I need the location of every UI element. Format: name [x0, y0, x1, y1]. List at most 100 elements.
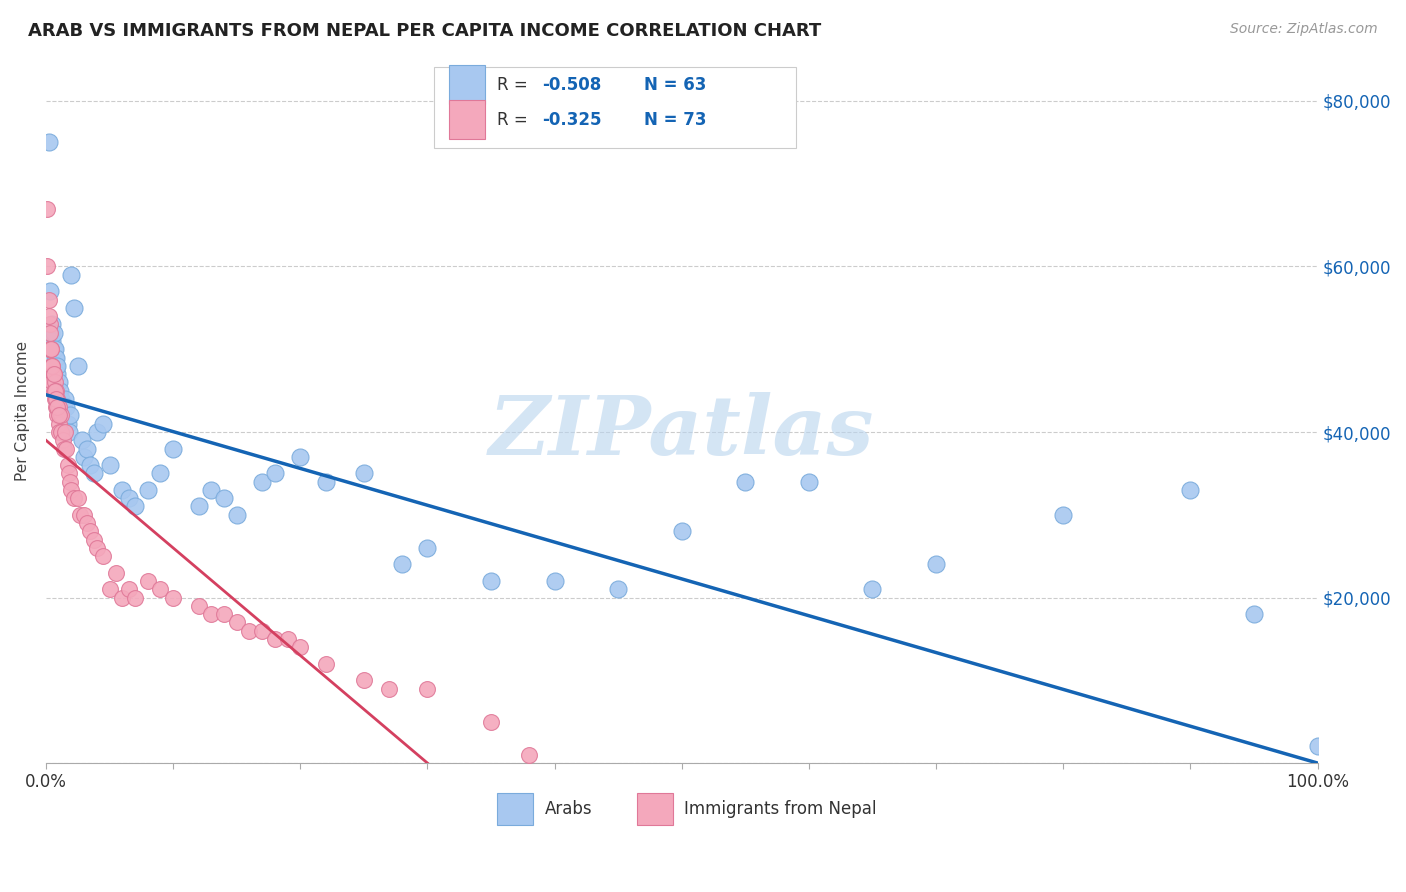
Text: ARAB VS IMMIGRANTS FROM NEPAL PER CAPITA INCOME CORRELATION CHART: ARAB VS IMMIGRANTS FROM NEPAL PER CAPITA…: [28, 22, 821, 40]
Point: [38, 309, 60, 323]
Point: [225, 508, 247, 522]
Point: [63, 301, 86, 315]
Text: R =: R =: [498, 76, 533, 94]
Point: [51, 425, 73, 439]
Point: [38, 326, 60, 340]
Point: [58, 425, 80, 439]
Point: [290, 640, 312, 655]
Point: [56, 417, 79, 431]
Point: [51, 409, 73, 423]
Point: [1180, 483, 1202, 497]
Point: [79, 524, 101, 539]
Point: [52, 442, 75, 456]
Text: N = 73: N = 73: [644, 111, 706, 128]
Point: [238, 624, 260, 638]
Point: [44, 384, 66, 398]
Point: [162, 591, 184, 605]
Point: [277, 632, 299, 646]
Point: [200, 483, 222, 497]
Point: [187, 599, 209, 613]
Point: [41, 376, 63, 390]
Point: [70, 434, 93, 448]
Point: [48, 409, 70, 423]
Point: [37, 260, 59, 274]
Point: [51, 400, 73, 414]
Point: [46, 359, 69, 373]
Point: [38, 343, 60, 357]
Point: [479, 714, 502, 729]
Point: [149, 467, 172, 481]
Point: [66, 359, 89, 373]
Text: Arabs: Arabs: [544, 800, 592, 818]
Point: [41, 367, 63, 381]
Point: [212, 491, 235, 506]
Point: [734, 475, 756, 489]
Point: [315, 657, 337, 671]
Point: [86, 425, 108, 439]
Point: [76, 516, 98, 530]
Point: [149, 582, 172, 597]
Point: [111, 483, 134, 497]
Point: [73, 450, 96, 464]
Point: [353, 467, 375, 481]
Point: [53, 392, 76, 406]
Text: Source: ZipAtlas.com: Source: ZipAtlas.com: [1230, 22, 1378, 37]
Point: [38, 285, 60, 299]
Point: [58, 467, 80, 481]
Point: [117, 491, 139, 506]
Point: [76, 442, 98, 456]
Point: [56, 458, 79, 472]
Point: [53, 425, 76, 439]
Text: -0.325: -0.325: [541, 111, 602, 128]
Point: [124, 591, 146, 605]
Point: [925, 558, 948, 572]
Bar: [449, 101, 485, 139]
Point: [250, 475, 273, 489]
Point: [42, 384, 65, 398]
Point: [39, 343, 62, 357]
Point: [38, 343, 60, 357]
Point: [41, 359, 63, 373]
Point: [37, 202, 59, 216]
Point: [416, 681, 439, 696]
Point: [212, 607, 235, 621]
Point: [39, 343, 62, 357]
Point: [41, 359, 63, 373]
Point: [391, 558, 413, 572]
Point: [45, 400, 67, 414]
Point: [862, 582, 884, 597]
Point: [41, 334, 63, 348]
Point: [55, 400, 77, 414]
Point: [59, 409, 82, 423]
Point: [98, 458, 121, 472]
Text: ZIPatlas: ZIPatlas: [489, 392, 875, 473]
Point: [55, 442, 77, 456]
Point: [200, 607, 222, 621]
Point: [49, 384, 72, 398]
Point: [44, 376, 66, 390]
Point: [39, 359, 62, 373]
Bar: [637, 793, 673, 825]
Point: [607, 582, 630, 597]
Text: Immigrants from Nepal: Immigrants from Nepal: [685, 800, 877, 818]
Point: [48, 417, 70, 431]
Bar: [449, 65, 485, 103]
Text: N = 63: N = 63: [644, 76, 706, 94]
Point: [73, 508, 96, 522]
Point: [797, 475, 820, 489]
Point: [41, 318, 63, 332]
Point: [42, 343, 65, 357]
Point: [543, 574, 565, 588]
Point: [51, 434, 73, 448]
Point: [91, 549, 114, 563]
Point: [44, 351, 66, 365]
Point: [79, 458, 101, 472]
Text: R =: R =: [498, 111, 533, 128]
Point: [45, 384, 67, 398]
Point: [42, 367, 65, 381]
Point: [38, 136, 60, 150]
Text: -0.508: -0.508: [541, 76, 602, 94]
Point: [46, 400, 69, 414]
Point: [263, 467, 285, 481]
Point: [60, 483, 83, 497]
